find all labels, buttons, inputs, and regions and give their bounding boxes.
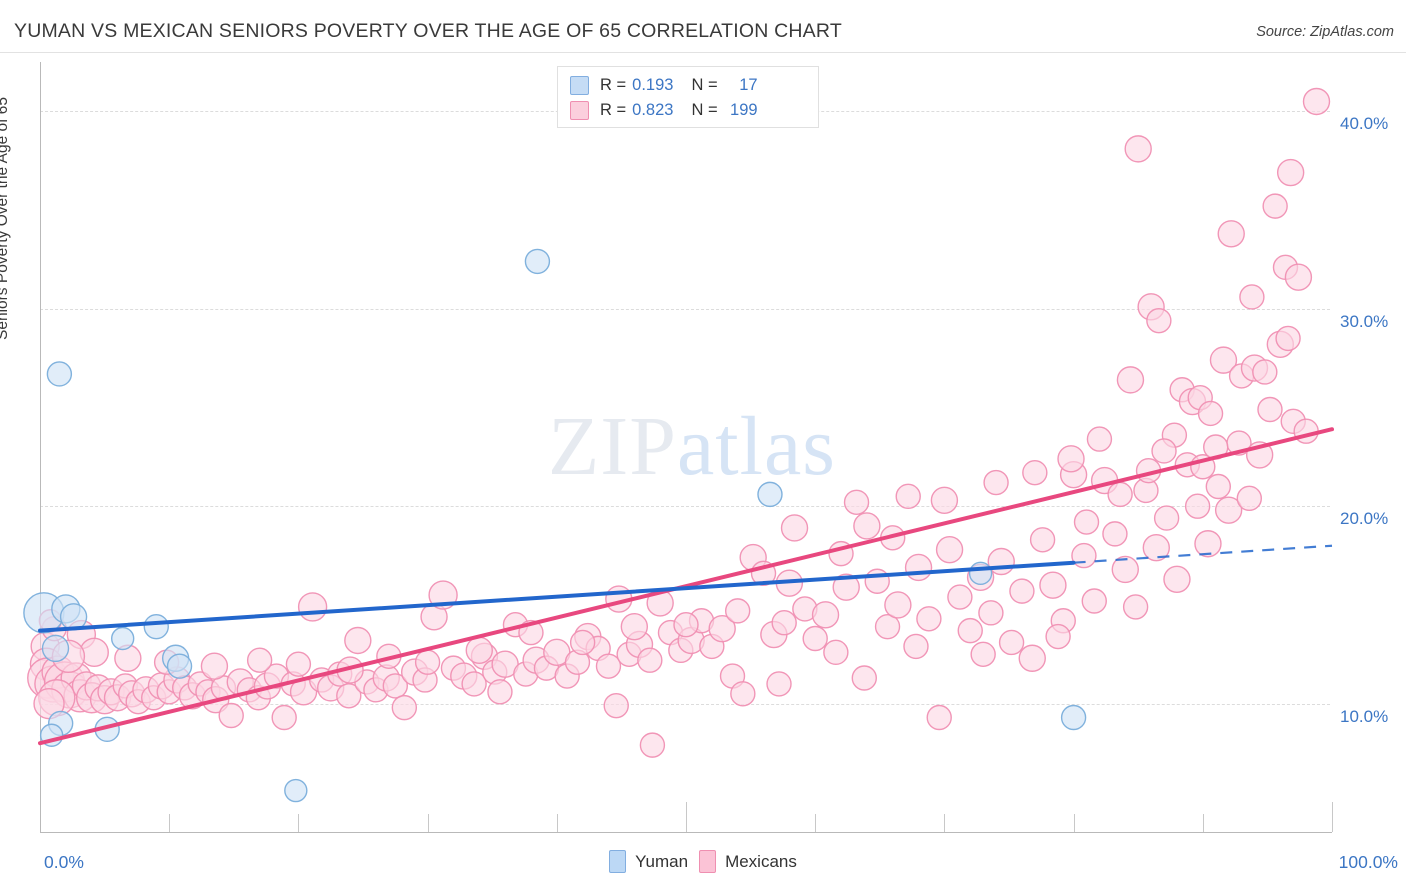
x-axis-tick-20	[298, 814, 300, 832]
mexicans-swatch	[699, 850, 717, 873]
gridline-30	[40, 308, 1330, 310]
y-axis-tick-label: 30.0%	[1340, 311, 1389, 331]
y-axis-tick-label: 20.0%	[1340, 509, 1389, 529]
mexicans-n-label: N =	[691, 101, 718, 119]
yuman-r-value: 0.193	[632, 76, 674, 94]
gridline-10	[40, 703, 1330, 705]
y-axis-line	[40, 62, 41, 832]
yuman-n-label: N =	[691, 76, 718, 94]
x-axis-tick-10	[169, 814, 171, 832]
series-legend: Yuman Mexicans	[0, 850, 1406, 873]
header-divider	[0, 52, 1406, 53]
x-axis-tick-90	[1202, 814, 1204, 832]
correlation-row-yuman: R = 0.193 N = 17	[570, 73, 808, 98]
mexicans-legend-label: Mexicans	[725, 851, 797, 871]
yuman-n-value: 17	[739, 76, 758, 94]
yuman-legend-label: Yuman	[635, 851, 689, 871]
yuman-r-label: R =	[600, 76, 627, 94]
legend-item-yuman[interactable]: Yuman	[609, 850, 688, 873]
x-axis-line	[40, 832, 1332, 833]
mexicans-r-value: 0.823	[632, 101, 674, 119]
plot-area	[40, 62, 1333, 832]
x-axis-tick-100	[1332, 802, 1333, 832]
mexicans-n-value: 199	[730, 101, 758, 119]
y-axis-title: Seniors Poverty Over the Age of 65	[0, 97, 11, 340]
gridline-20	[40, 506, 1330, 508]
x-axis-tick-70	[944, 814, 946, 832]
source-attribution: Source: ZipAtlas.com	[1256, 24, 1394, 40]
y-axis-tick-label: 10.0%	[1340, 706, 1389, 726]
mexicans-r-label: R =	[600, 101, 627, 119]
x-axis-tick-60	[815, 814, 817, 832]
x-axis-tick-30	[427, 814, 429, 832]
correlation-row-mexicans: R = 0.823 N = 199	[570, 98, 808, 123]
x-axis-tick-80	[1073, 814, 1075, 832]
x-axis-tick-40	[556, 814, 558, 832]
legend-item-mexicans[interactable]: Mexicans	[699, 850, 797, 873]
page-title: YUMAN VS MEXICAN SENIORS POVERTY OVER TH…	[14, 20, 842, 42]
yuman-legend-swatch	[570, 76, 589, 95]
x-axis-max-label: 100.0%	[1338, 852, 1398, 872]
correlation-legend: R = 0.193 N = 17 R = 0.823 N = 199	[557, 66, 819, 128]
x-axis-tick-50	[686, 802, 687, 832]
y-axis-tick-label: 40.0%	[1340, 114, 1389, 134]
mexicans-legend-swatch	[570, 101, 589, 120]
yuman-swatch	[609, 850, 627, 873]
x-axis-min-label: 0.0%	[44, 852, 84, 872]
